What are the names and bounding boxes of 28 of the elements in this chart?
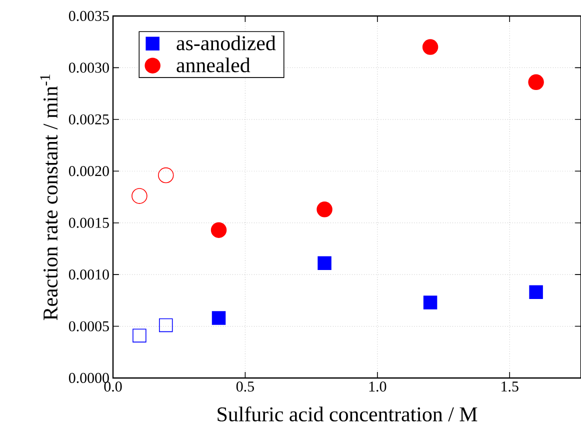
point [132,188,148,204]
y-tick-label: 0.0020 [68,166,109,176]
point [318,256,332,270]
x-tick-label: 0.5 [236,382,254,392]
y-tick-label: 0.0005 [68,321,109,332]
point [422,39,438,55]
legend-label: annealed [176,58,250,72]
legend-label: as-anodized [176,36,276,50]
x-tick-label: 1.5 [502,382,518,392]
point [423,296,438,310]
x-tick-label: 0.0 [104,382,122,392]
point [316,202,332,218]
point [529,285,543,300]
y-tick-label: 0.0025 [68,114,109,124]
y-tick-label: 0.0035 [68,10,109,22]
x-tick-label: 1.0 [369,382,386,392]
y-tick-label: 0.0030 [68,62,109,73]
point [159,318,173,332]
point [132,328,146,342]
point [212,311,226,325]
point [210,222,227,238]
y-tick-label: 0.0000 [68,372,109,384]
point [528,74,544,90]
point [158,167,174,184]
y-tick-label: 0.0010 [68,269,109,280]
x-axis-title: Sulfuric acid concentration / M [218,406,478,422]
y-tick-label: 0.0015 [68,218,109,228]
y-axis-title: Reaction rate constant / min$^{-1}$ [40,74,58,320]
